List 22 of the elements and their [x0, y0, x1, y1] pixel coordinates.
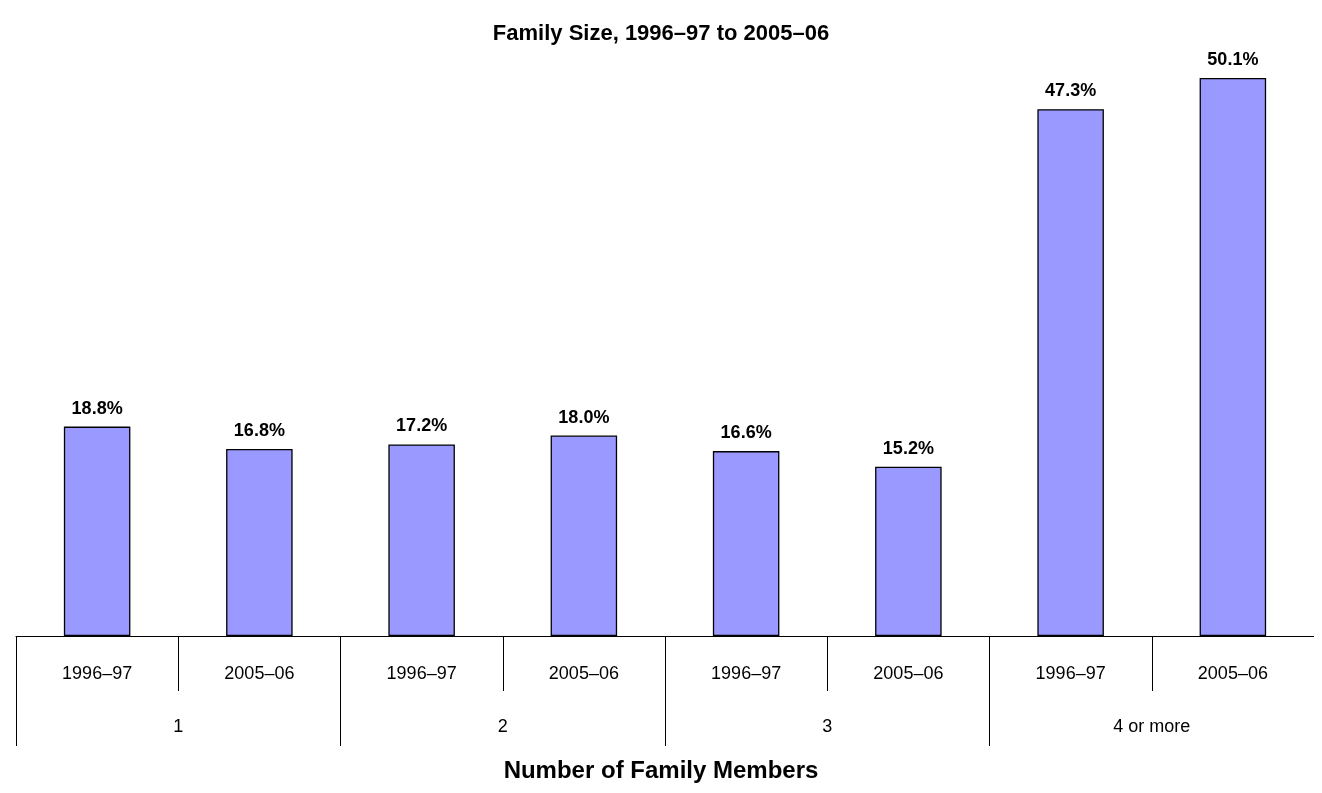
x-tick-label: 1996–97 — [62, 663, 133, 683]
data-label: 17.2% — [396, 415, 448, 436]
data-label: 50.1% — [1207, 49, 1259, 69]
x-tick-label: 2005–06 — [548, 663, 619, 683]
x-tick-label: 2005–06 — [224, 663, 295, 683]
x-tick-label: 2005–06 — [1197, 663, 1268, 683]
data-label: 16.8% — [233, 419, 285, 440]
text: 1 — [173, 716, 184, 736]
text: 4 or more — [1113, 716, 1191, 736]
data-label: 15.2% — [882, 437, 934, 458]
data-label: 18.8% — [71, 397, 123, 418]
text: 3 — [822, 716, 833, 736]
data-label: 16.6% — [720, 422, 772, 443]
data-label: 47.3% — [1045, 80, 1097, 101]
x-axis-title: Number of Family Members — [503, 755, 819, 783]
x-tick-label: 1996–97 — [711, 663, 782, 683]
chart-title: Family Size, 1996–97 to 2005–06 — [492, 19, 830, 45]
x-tick-label: 2005–06 — [873, 663, 944, 683]
data-label: 18.0% — [558, 406, 610, 427]
x-tick-label: 1996–97 — [386, 663, 457, 683]
x-tick-label: 1996–97 — [1035, 663, 1106, 683]
text: 2 — [497, 716, 508, 736]
